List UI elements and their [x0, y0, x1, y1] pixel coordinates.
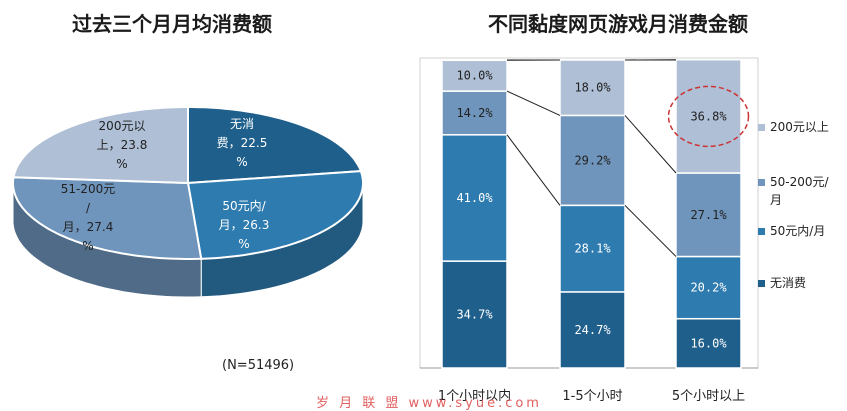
connector-line-1-2: [624, 115, 677, 174]
pie-label-0-line-1: 费，22.5: [217, 136, 268, 150]
pie-label-2-line-3: %: [82, 239, 93, 253]
bar-segment-2-1: [675, 255, 742, 320]
connector-line-0-1: [506, 134, 561, 206]
legend-label-1-line-0: 50-200元/: [770, 175, 830, 189]
bar-value-label-2-3: 36.8%: [690, 109, 727, 123]
bar-value-label-0-1: 41.0%: [456, 191, 493, 205]
legend-label-2-line-0: 50元内/月: [770, 224, 825, 238]
bar-segment-0-1: [441, 134, 508, 262]
bar-segment-0-2: [441, 90, 508, 136]
legend-swatch-2: [758, 228, 765, 235]
pie-label-1-line-2: %: [238, 237, 249, 251]
bar-value-label-1-3: 18.0%: [574, 81, 611, 95]
pie-label-3-line-2: %: [116, 157, 127, 171]
sample-size-note: (N=51496): [222, 358, 295, 373]
bar-value-label-2-1: 20.2%: [690, 281, 727, 295]
bar-value-label-0-0: 34.7%: [456, 308, 493, 322]
pie-label-3-line-1: 上，23.8: [97, 138, 148, 152]
bar-value-label-2-2: 27.1%: [690, 208, 727, 222]
bar-segment-1-3: [559, 59, 626, 117]
pie-label-3-line-0: 200元以: [99, 119, 146, 133]
legend-label-0-line-0: 200元以上: [770, 120, 829, 134]
bar-segment-2-0: [675, 317, 742, 369]
pie-slice-0: [187, 106, 363, 185]
legend-label-3-line-0: 无消费: [770, 276, 806, 290]
bar-value-label-0-2: 14.2%: [456, 106, 493, 120]
legend-swatch-1: [758, 179, 765, 186]
pie-label-0-line-2: %: [236, 155, 247, 169]
pie-chart-title: 过去三个月月均消费额: [72, 12, 272, 36]
x-tick-label-0: 1个小时以内: [438, 388, 511, 404]
x-tick-label-1: 1-5个小时: [562, 389, 622, 404]
pie-label-1-line-0: 50元内/: [222, 199, 266, 213]
bar-value-label-1-2: 29.2%: [574, 153, 611, 167]
pie-slice-1: [186, 170, 364, 260]
watermark-text: 岁 月 联 盟 www.syue.com: [316, 396, 542, 411]
connector-line-1-1: [624, 205, 677, 257]
legend-label-1-line-1: 月: [770, 193, 782, 207]
bar-value-label-2-0: 16.0%: [690, 336, 727, 350]
pie-label-1-line-1: 月，26.3: [219, 218, 270, 232]
bar-value-label-1-1: 28.1%: [574, 242, 611, 256]
bar-value-label-1-0: 24.7%: [574, 323, 611, 337]
pie-label-2-line-0: 51-200元: [61, 182, 116, 196]
x-tick-label-2: 5个小时以上: [672, 389, 745, 404]
pie-slice-2: [12, 176, 203, 260]
pie-slice-3: [12, 106, 189, 185]
bar-segment-0-3: [441, 59, 508, 92]
pie-labels: 无消费，22.5%50元内/月，26.3%51-200元/月，27.4%200元…: [61, 117, 270, 253]
legend-swatch-3: [758, 280, 765, 287]
bar-segment-1-0: [559, 291, 626, 369]
pie-label-2-line-1: /: [86, 201, 91, 215]
bar-segment-2-3: [675, 58, 742, 174]
bar-segment-1-2: [559, 114, 626, 207]
legend-swatch-0: [758, 124, 765, 131]
bar-segment-2-2: [675, 172, 742, 258]
connector-line-0-2: [506, 90, 561, 116]
pie-label-2-line-2: 月，27.4: [63, 220, 114, 234]
pie-slices: [12, 106, 364, 260]
pie-label-0-line-0: 无消: [230, 117, 254, 131]
bar-chart-title: 不同黏度网页游戏月消费金额: [488, 12, 748, 36]
bar-value-label-0-3: 10.0%: [456, 69, 493, 83]
highlight-circle: [667, 85, 750, 148]
bar-segment-0-0: [441, 260, 508, 369]
